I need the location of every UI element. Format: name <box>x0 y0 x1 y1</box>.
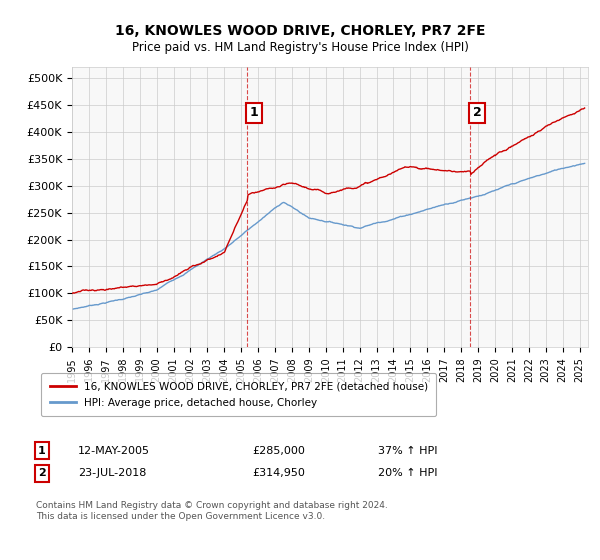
Legend: 16, KNOWLES WOOD DRIVE, CHORLEY, PR7 2FE (detached house), HPI: Average price, d: 16, KNOWLES WOOD DRIVE, CHORLEY, PR7 2FE… <box>41 374 436 416</box>
Text: 1: 1 <box>38 446 46 456</box>
Text: 16, KNOWLES WOOD DRIVE, CHORLEY, PR7 2FE: 16, KNOWLES WOOD DRIVE, CHORLEY, PR7 2FE <box>115 24 485 38</box>
Text: 23-JUL-2018: 23-JUL-2018 <box>78 468 146 478</box>
Text: £314,950: £314,950 <box>252 468 305 478</box>
Text: 2: 2 <box>473 106 482 119</box>
Text: 37% ↑ HPI: 37% ↑ HPI <box>378 446 437 456</box>
Text: Contains HM Land Registry data © Crown copyright and database right 2024.
This d: Contains HM Land Registry data © Crown c… <box>36 501 388 521</box>
Text: 2: 2 <box>38 468 46 478</box>
Text: 1: 1 <box>250 106 259 119</box>
Text: 12-MAY-2005: 12-MAY-2005 <box>78 446 150 456</box>
Text: 20% ↑ HPI: 20% ↑ HPI <box>378 468 437 478</box>
Text: £285,000: £285,000 <box>252 446 305 456</box>
Text: Price paid vs. HM Land Registry's House Price Index (HPI): Price paid vs. HM Land Registry's House … <box>131 41 469 54</box>
